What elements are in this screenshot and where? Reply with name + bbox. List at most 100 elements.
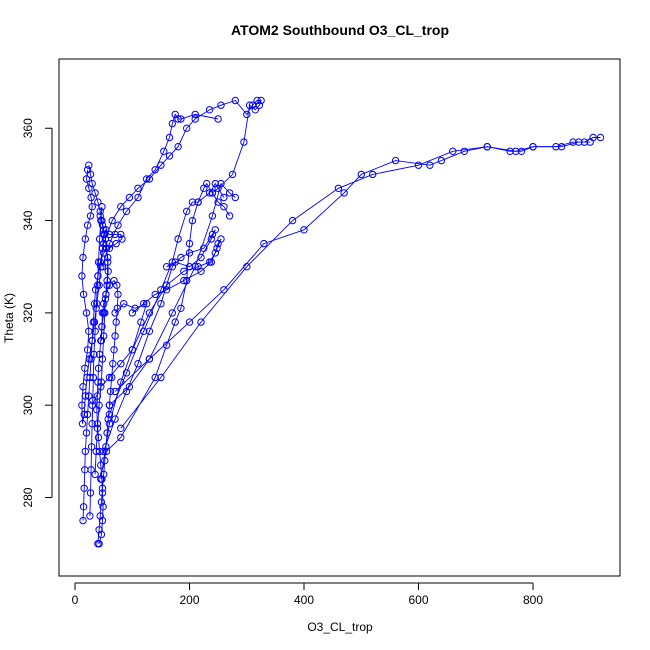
data-point bbox=[228, 170, 237, 179]
data-point bbox=[111, 332, 119, 340]
data-point bbox=[225, 189, 234, 197]
data-point bbox=[214, 184, 222, 193]
data-point bbox=[334, 184, 343, 193]
data-point bbox=[95, 235, 104, 243]
series-line bbox=[114, 137, 601, 392]
data-point bbox=[87, 466, 95, 474]
data-point bbox=[118, 235, 126, 243]
data-point bbox=[103, 276, 111, 285]
data-point bbox=[185, 318, 194, 326]
data-point bbox=[140, 327, 148, 335]
data-point bbox=[85, 392, 93, 400]
data-point bbox=[95, 526, 103, 534]
data-point bbox=[100, 332, 108, 340]
data-point bbox=[83, 410, 92, 419]
data-point bbox=[214, 198, 222, 206]
series-line bbox=[100, 238, 222, 480]
data-point bbox=[94, 540, 102, 548]
data-point bbox=[194, 198, 202, 206]
data-point bbox=[225, 212, 234, 220]
data-point bbox=[96, 207, 104, 216]
data-series bbox=[111, 133, 605, 396]
data-point bbox=[134, 360, 142, 368]
data-point bbox=[105, 410, 114, 419]
data-series bbox=[88, 300, 151, 409]
data-point bbox=[82, 175, 91, 183]
data-point bbox=[98, 309, 107, 317]
data-point bbox=[426, 161, 434, 169]
data-point bbox=[94, 364, 103, 372]
data-point bbox=[180, 267, 188, 275]
data-point bbox=[188, 198, 197, 206]
data-series bbox=[117, 138, 594, 432]
data-point bbox=[200, 244, 208, 253]
series-line bbox=[97, 99, 262, 277]
data-point bbox=[79, 253, 87, 262]
data-point bbox=[97, 475, 105, 483]
data-point bbox=[88, 179, 96, 188]
y-tick-label: 280 bbox=[21, 487, 35, 507]
data-point bbox=[145, 355, 154, 363]
data-point bbox=[97, 216, 105, 225]
data-point bbox=[586, 138, 594, 146]
data-series bbox=[91, 212, 112, 479]
y-tick-label: 360 bbox=[21, 118, 35, 138]
data-point bbox=[145, 327, 154, 335]
data-point bbox=[90, 350, 98, 359]
data-point bbox=[93, 281, 102, 289]
data-point bbox=[79, 516, 87, 525]
data-point bbox=[137, 318, 145, 326]
data-point bbox=[94, 433, 103, 442]
data-point bbox=[575, 138, 583, 146]
y-tick-label: 340 bbox=[21, 210, 35, 230]
data-point bbox=[131, 304, 139, 312]
data-point bbox=[203, 179, 211, 188]
data-point bbox=[88, 420, 96, 428]
series-line bbox=[94, 215, 109, 475]
data-point bbox=[99, 503, 107, 511]
data-point bbox=[86, 489, 95, 497]
data-point bbox=[128, 346, 137, 354]
data-point bbox=[82, 309, 91, 317]
data-point bbox=[81, 447, 90, 456]
data-point bbox=[213, 244, 221, 253]
data-point bbox=[220, 286, 228, 294]
data-point bbox=[142, 175, 151, 183]
data-point bbox=[98, 355, 107, 363]
data-point bbox=[85, 327, 93, 335]
data-point bbox=[95, 401, 103, 409]
y-tick-label: 300 bbox=[21, 395, 35, 415]
data-point bbox=[108, 216, 116, 225]
x-tick-label: 400 bbox=[294, 593, 314, 607]
series-line bbox=[120, 141, 591, 429]
data-point bbox=[220, 203, 228, 211]
data-point bbox=[98, 263, 107, 271]
data-point bbox=[168, 258, 177, 266]
data-point bbox=[369, 170, 377, 179]
data-point bbox=[177, 304, 185, 312]
data-point bbox=[100, 300, 108, 308]
data-point bbox=[177, 115, 185, 123]
x-axis-label: O3_CL_trop bbox=[307, 620, 373, 634]
data-point bbox=[79, 503, 88, 511]
data-point bbox=[183, 207, 191, 216]
data-point bbox=[78, 420, 87, 428]
data-point bbox=[185, 239, 194, 248]
data-point bbox=[80, 484, 88, 492]
data-point bbox=[357, 170, 365, 179]
data-point bbox=[245, 101, 254, 109]
data-point bbox=[78, 272, 86, 280]
data-point bbox=[134, 193, 142, 202]
data-point bbox=[114, 221, 122, 229]
data-point bbox=[414, 161, 423, 169]
data-point bbox=[122, 369, 131, 377]
data-point bbox=[191, 115, 199, 123]
data-point bbox=[97, 498, 106, 506]
data-point bbox=[91, 327, 99, 335]
data-point bbox=[94, 258, 103, 266]
x-tick-label: 0 bbox=[72, 593, 79, 607]
data-point bbox=[483, 143, 491, 151]
data-point bbox=[117, 360, 125, 368]
data-point bbox=[110, 346, 118, 354]
